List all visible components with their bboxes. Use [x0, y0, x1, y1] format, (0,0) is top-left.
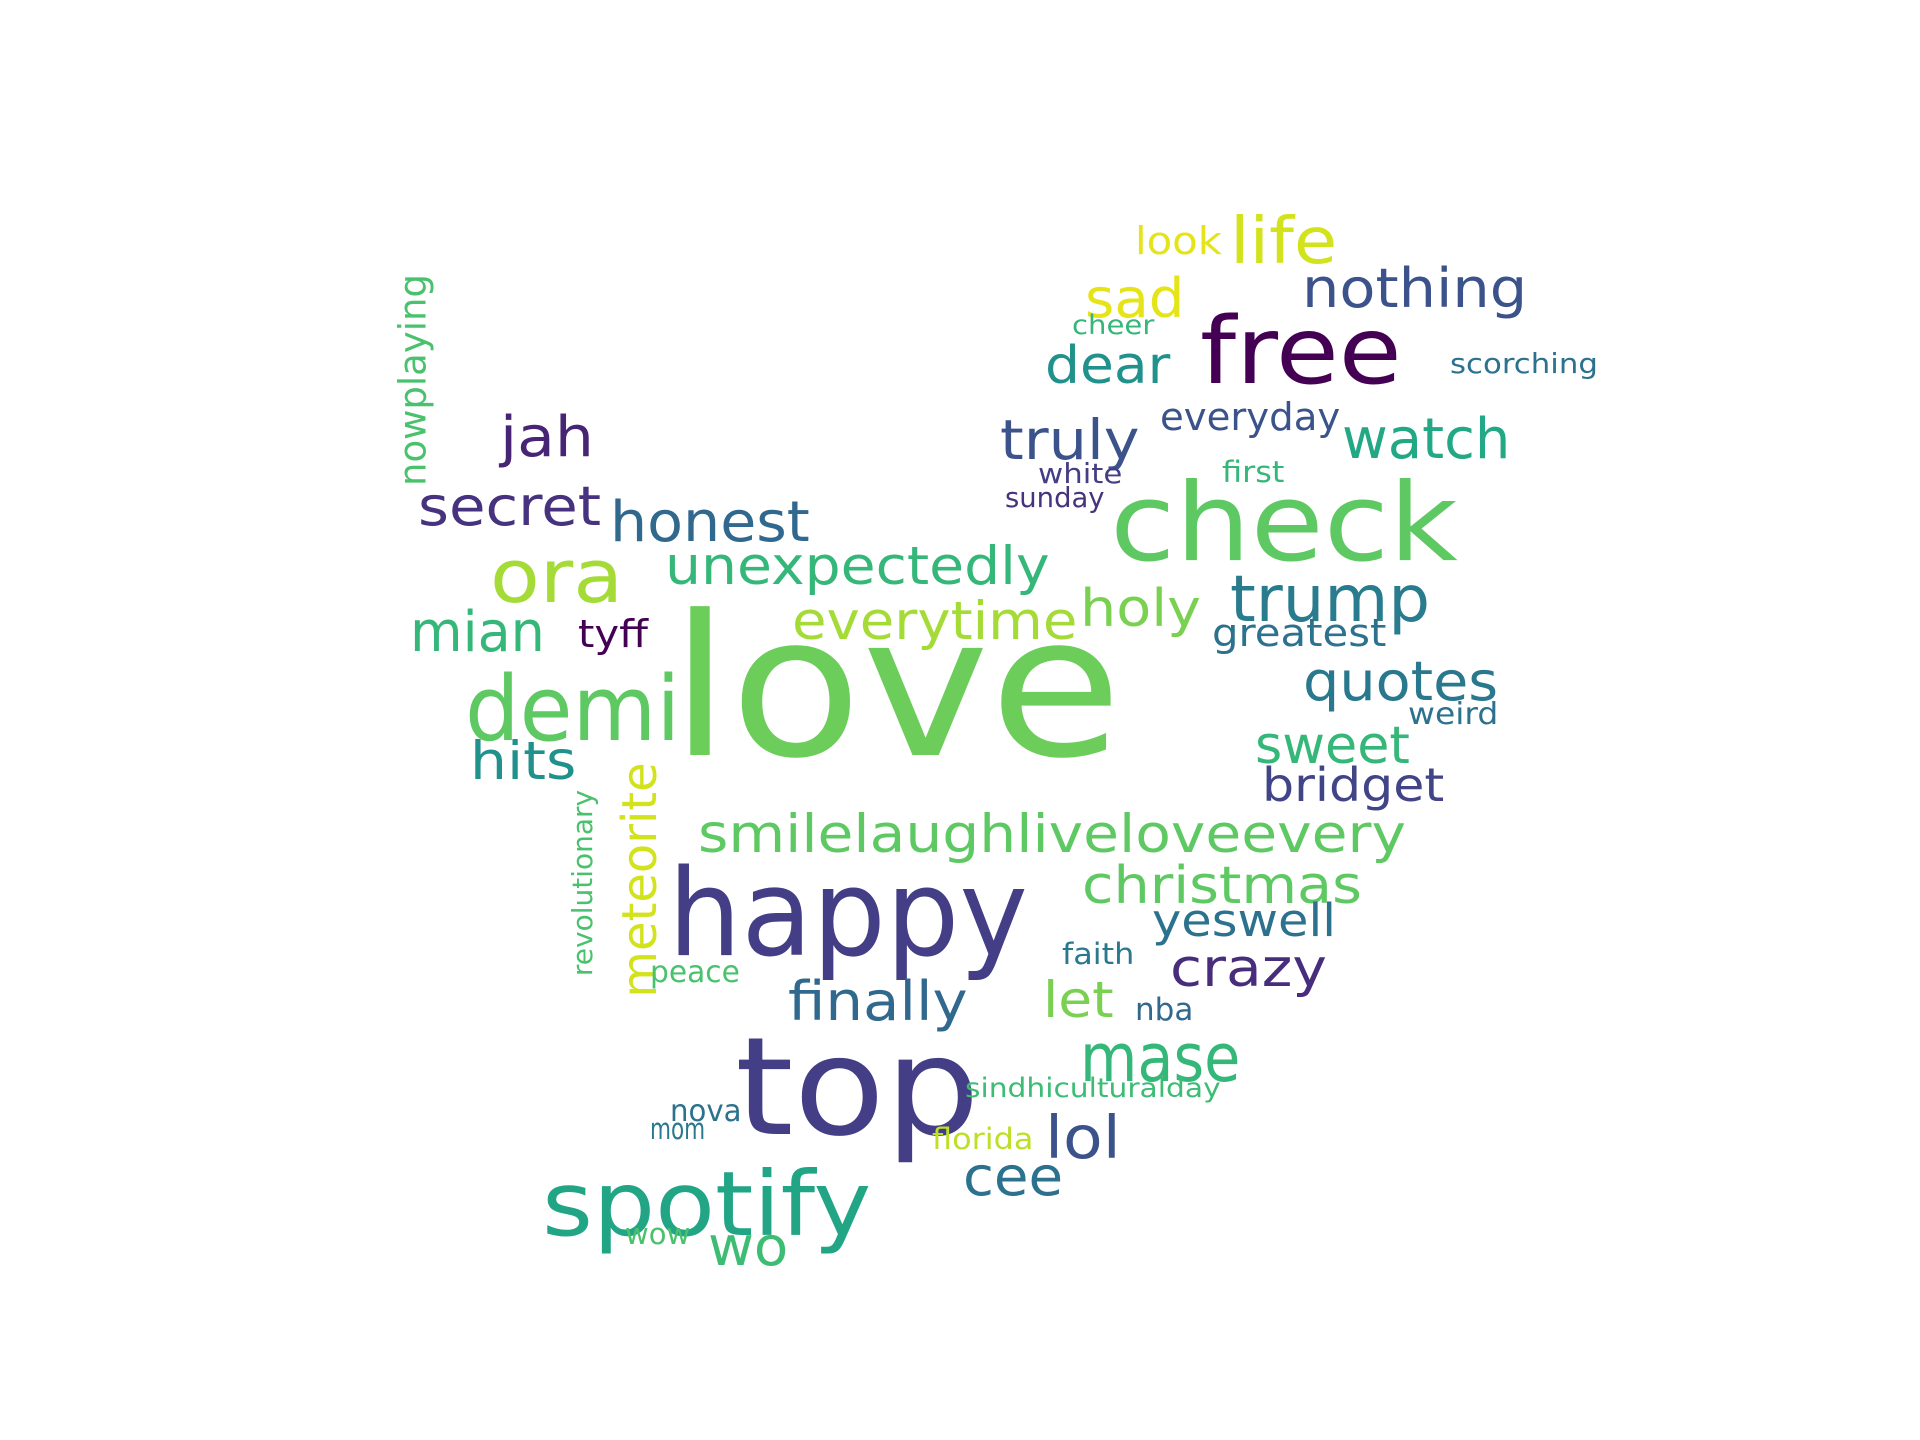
word-nothing: nothing [1302, 257, 1528, 320]
word-truly: truly [1000, 408, 1140, 472]
word-wo: wo [708, 1215, 789, 1278]
word-white: white [1038, 457, 1123, 490]
word-mom: mom [650, 1112, 706, 1146]
word-yeswell: yeswell [1152, 894, 1336, 947]
word-spotify: spotify [542, 1152, 872, 1256]
word-weird: weird [1408, 697, 1499, 732]
word-life: life [1230, 205, 1338, 279]
word-faith: faith [1062, 937, 1135, 971]
word-secret: secret [418, 475, 602, 538]
word-lol: lol [1045, 1103, 1121, 1172]
word-florida: florida [932, 1122, 1034, 1156]
word-free: free [1200, 297, 1402, 405]
word-honest: honest [610, 490, 810, 555]
word-demi: demi [465, 657, 681, 762]
word-sad: sad [1085, 267, 1185, 330]
word-nova: nova [670, 1094, 742, 1129]
word-jah: jah [500, 405, 594, 470]
word-dear: dear [1045, 336, 1171, 396]
word-hits: hits [470, 731, 577, 792]
word-first: first [1222, 455, 1285, 489]
word-scorching: scorching [1450, 347, 1598, 380]
word-let: let [1043, 971, 1114, 1029]
word-quotes: quotes [1303, 650, 1499, 713]
word-mase: mase [1080, 1019, 1241, 1097]
word-love: love [670, 574, 1123, 802]
word-mian: mian [410, 600, 545, 665]
word-sweet: sweet [1255, 716, 1410, 776]
word-nowplaying: nowplaying [391, 274, 434, 486]
word-happy: happy [668, 845, 1028, 984]
word-trump: trump [1230, 563, 1431, 637]
word-check: check [1110, 461, 1458, 586]
word-ora: ora [490, 534, 624, 620]
word-greatest: greatest [1212, 611, 1387, 655]
word-tyff: tyff [578, 612, 648, 656]
word-nba: nba [1135, 992, 1194, 1028]
word-unexpectedly: unexpectedly [665, 536, 1050, 597]
word-cheer: cheer [1072, 310, 1155, 341]
word-everytime: everytime [792, 591, 1078, 652]
word-smilelaughliveloveevery: smilelaughliveloveevery [698, 804, 1406, 865]
word-wow: wow [625, 1217, 691, 1251]
word-finally: finally [788, 970, 968, 1033]
word-watch: watch [1342, 407, 1511, 472]
word-sindhiculturalday: sindhiculturalday [965, 1073, 1221, 1104]
word-everyday: everyday [1160, 395, 1341, 439]
word-sunday: sunday [1005, 481, 1105, 514]
word-christmas: christmas [1082, 856, 1362, 916]
word-bridget: bridget [1262, 758, 1445, 812]
word-holy: holy [1080, 579, 1201, 639]
word-revolutionary: revolutionary [565, 789, 599, 976]
word-top: top [735, 1009, 980, 1167]
word-look: look [1135, 219, 1222, 263]
word-cee: cee [963, 1145, 1064, 1208]
word-crazy: crazy [1170, 938, 1327, 999]
word-peace: peace [650, 955, 740, 990]
